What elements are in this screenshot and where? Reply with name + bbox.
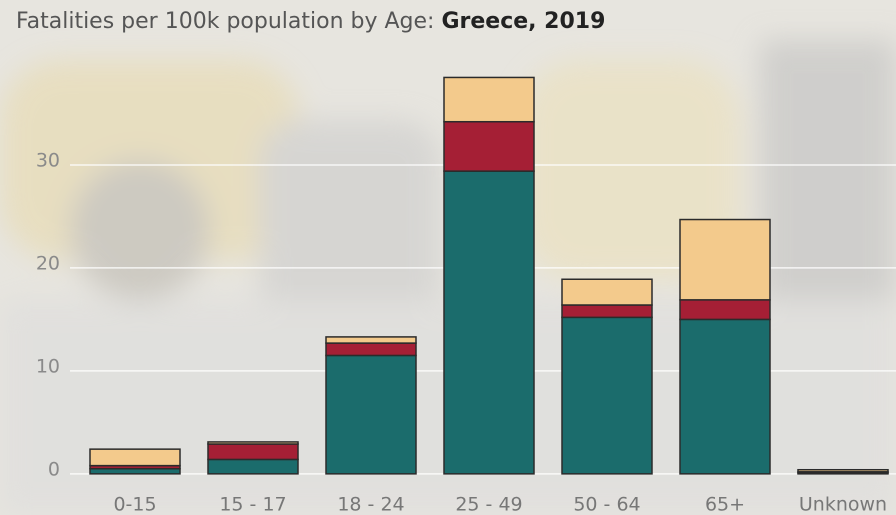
x-tick-label: 25 - 49 [455, 494, 522, 515]
bar-segment [443, 170, 535, 475]
x-tick-label: 0-15 [113, 494, 156, 515]
y-tick-label: 20 [36, 252, 60, 274]
bar-segment [679, 218, 771, 301]
bar-segment [207, 441, 299, 445]
y-tick-label: 0 [48, 458, 60, 480]
y-tick-label: 10 [36, 355, 60, 377]
bar-segment [207, 458, 299, 475]
bar-segment [443, 120, 535, 172]
bar-segment [797, 468, 889, 473]
bar-segment [325, 342, 417, 357]
bar-segment [89, 448, 181, 467]
title-subject: Greece, 2019 [441, 9, 605, 34]
bar-segment [325, 354, 417, 475]
bar-segment [561, 278, 653, 306]
x-tick-label: Unknown [799, 494, 887, 515]
bar-segment [561, 316, 653, 475]
x-tick-label: 50 - 64 [573, 494, 640, 515]
chart-title: Fatalities per 100k population by Age: Gr… [16, 9, 605, 34]
bar-segment [561, 304, 653, 319]
x-tick-label: 18 - 24 [337, 494, 404, 515]
bar-segment [207, 443, 299, 461]
x-tick-label: 65+ [705, 494, 745, 515]
y-tick-label: 30 [36, 149, 60, 171]
bar-segment [679, 299, 771, 321]
bar-segment [89, 467, 181, 475]
bar-segment [443, 76, 535, 123]
bar-segment [325, 336, 417, 344]
title-text: Fatalities per 100k population by Age: [16, 9, 434, 34]
bar-segment [679, 318, 771, 475]
x-tick-label: 15 - 17 [219, 494, 286, 515]
